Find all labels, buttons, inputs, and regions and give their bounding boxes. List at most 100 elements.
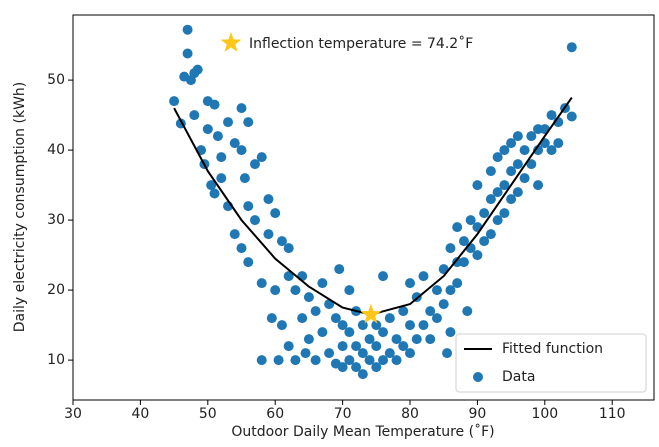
y-tick-label: 50 (47, 72, 65, 88)
x-tick-label: 30 (64, 406, 82, 422)
data-point (351, 362, 362, 373)
x-tick-label: 100 (531, 406, 558, 422)
inflection-star (360, 303, 382, 324)
annotation-star (220, 32, 242, 52)
x-tick-label: 90 (468, 406, 486, 422)
axes-frame (72, 14, 655, 401)
data-point (499, 145, 510, 156)
data-point (405, 320, 416, 331)
data-point (485, 229, 496, 240)
data-point (499, 180, 510, 191)
plot-area (169, 24, 577, 380)
data-point (236, 243, 247, 254)
data-point (273, 355, 284, 366)
data-point (425, 306, 436, 317)
data-point (378, 355, 389, 366)
data-point (276, 320, 287, 331)
data-point (411, 334, 422, 345)
data-point (182, 48, 193, 59)
data-point (506, 138, 517, 149)
data-point (239, 173, 250, 184)
data-point (371, 341, 382, 352)
data-point (310, 306, 321, 317)
data-point (445, 285, 456, 296)
legend-label: Data (502, 369, 535, 385)
x-tick-label: 70 (334, 406, 352, 422)
data-point (357, 348, 368, 359)
data-point (472, 250, 483, 261)
data-point (317, 278, 328, 289)
data-point (283, 271, 294, 282)
data-point (431, 285, 442, 296)
data-point (405, 348, 416, 359)
data-point (303, 334, 314, 345)
data-point (533, 180, 544, 191)
data-point (243, 257, 254, 268)
data-point (297, 271, 308, 282)
data-point (337, 362, 348, 373)
data-point (256, 152, 267, 163)
data-point (351, 341, 362, 352)
data-point (216, 152, 227, 163)
data-point (337, 320, 348, 331)
data-point (492, 152, 503, 163)
y-tick-label: 40 (47, 142, 65, 158)
data-point (506, 166, 517, 177)
data-point (492, 215, 503, 226)
data-point (344, 355, 355, 366)
data-point (398, 306, 409, 317)
data-point (472, 180, 483, 191)
data-point (270, 285, 281, 296)
y-tick-label: 30 (47, 212, 65, 228)
data-point (492, 187, 503, 198)
legend-swatch (473, 372, 483, 382)
legend-label: Fitted function (502, 341, 603, 357)
data-point (334, 264, 345, 275)
fitted-line (173, 97, 573, 316)
data-point (330, 313, 341, 324)
data-point (290, 285, 301, 296)
data-point (566, 111, 577, 122)
data-point (378, 327, 389, 338)
data-point (192, 64, 203, 75)
y-tick-label: 20 (47, 282, 65, 298)
data-point (431, 313, 442, 324)
data-point (391, 355, 402, 366)
data-point (425, 334, 436, 345)
x-axis-label: Outdoor Daily Mean Temperature (˚F) (231, 423, 494, 440)
data-point (566, 42, 577, 53)
data-point (310, 355, 321, 366)
x-tick-label: 80 (401, 406, 419, 422)
data-point (445, 243, 456, 254)
data-point (249, 215, 260, 226)
data-point (206, 180, 217, 191)
data-point (243, 117, 254, 128)
data-point (553, 138, 564, 149)
data-point (182, 24, 193, 35)
data-point (405, 278, 416, 289)
data-point (533, 145, 544, 156)
data-point (485, 166, 496, 177)
data-point (479, 208, 490, 219)
data-point (499, 208, 510, 219)
data-point (270, 208, 281, 219)
data-point (458, 257, 469, 268)
annotation: Inflection temperature = 74.2˚F (249, 35, 473, 52)
data-point (209, 188, 220, 199)
data-point (266, 313, 277, 324)
data-point (189, 110, 200, 121)
data-point (479, 236, 490, 247)
data-point (216, 173, 227, 184)
data-point (378, 271, 389, 282)
data-point (371, 362, 382, 373)
data-point (364, 355, 375, 366)
data-point (283, 341, 294, 352)
data-point (506, 194, 517, 205)
data-point (512, 159, 523, 170)
data-point (223, 117, 234, 128)
data-point (519, 173, 530, 184)
data-point (445, 327, 456, 338)
legend-box (455, 333, 647, 393)
data-point (462, 306, 473, 317)
data-point (243, 201, 254, 212)
